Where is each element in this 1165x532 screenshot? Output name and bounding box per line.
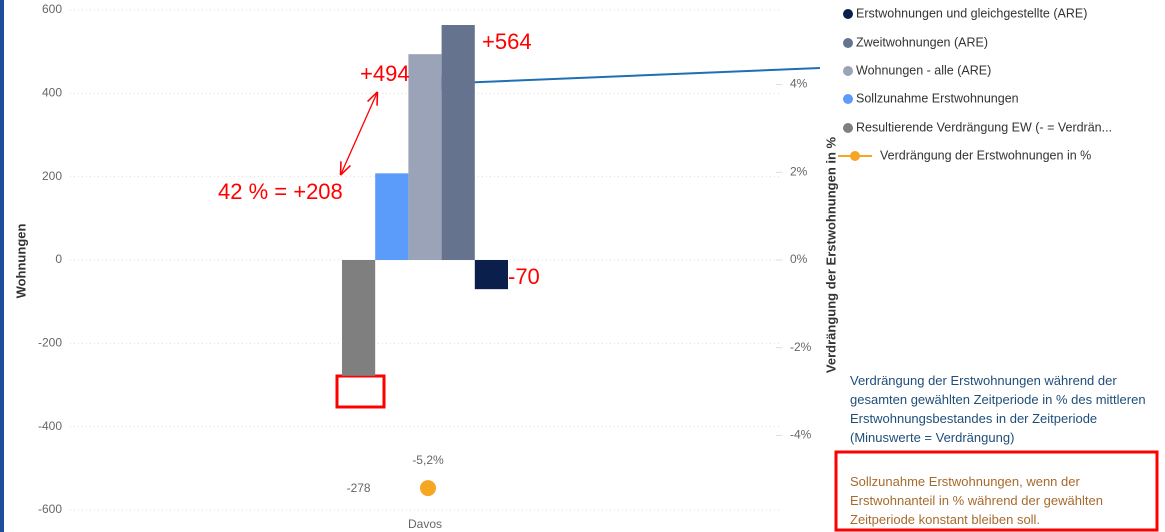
note: Verdrängung der Erstwohnungen während de… bbox=[850, 373, 1146, 445]
y2-tick-label: -4% bbox=[790, 428, 812, 442]
legend-label: Erstwohnungen und gleichgestellte (ARE) bbox=[856, 6, 1087, 20]
bar bbox=[375, 173, 409, 260]
legend-label: Wohnungen - alle (ARE) bbox=[856, 63, 991, 77]
bar bbox=[342, 260, 376, 376]
legend-marker bbox=[843, 94, 853, 104]
y-tick-label: 600 bbox=[42, 2, 62, 16]
blue-arrow bbox=[428, 67, 821, 94]
annotation: +564 bbox=[482, 29, 532, 54]
side-strip bbox=[0, 0, 4, 532]
bar bbox=[408, 54, 442, 260]
bar bbox=[474, 260, 508, 290]
y-tick-label: -400 bbox=[38, 419, 62, 433]
legend-label: Resultierende Verdrängung EW (- = Verdrä… bbox=[856, 120, 1112, 134]
note: Sollzunahme Erstwohnungen, wenn der Erst… bbox=[850, 474, 1103, 527]
y2-tick-label: 2% bbox=[790, 164, 808, 178]
annotation: -70 bbox=[508, 264, 540, 289]
highlight-box bbox=[335, 374, 386, 409]
legend-label: Sollzunahme Erstwohnungen bbox=[856, 91, 1019, 105]
x-tick-label: Davos bbox=[408, 517, 442, 531]
red-arrow bbox=[341, 93, 377, 174]
highlight-box bbox=[834, 450, 1159, 532]
y2-tick-label: -2% bbox=[790, 340, 812, 354]
y-tick-label: 0 bbox=[55, 252, 62, 266]
annotation: 42 % = +208 bbox=[218, 179, 343, 204]
y-tick-label: 200 bbox=[42, 169, 62, 183]
bar bbox=[441, 25, 475, 260]
y-tick-label: -600 bbox=[38, 502, 62, 516]
y2-axis-title: Verdrängung der Erstwohnungen in % bbox=[823, 136, 838, 373]
y-tick-label: 400 bbox=[42, 86, 62, 100]
legend-label: Verdrängung der Erstwohnungen in % bbox=[880, 148, 1091, 162]
legend-marker bbox=[850, 151, 860, 161]
legend-marker bbox=[843, 38, 853, 48]
y2-tick-label: 4% bbox=[790, 77, 808, 91]
y-tick-label: -200 bbox=[38, 336, 62, 350]
legend-marker bbox=[843, 9, 853, 19]
y-axis-title: Wohnungen bbox=[13, 224, 28, 299]
line-point bbox=[420, 480, 436, 497]
data-label: -5,2% bbox=[412, 453, 444, 467]
data-label: -278 bbox=[347, 481, 371, 495]
legend-marker bbox=[843, 123, 853, 133]
legend-label: Zweitwohnungen (ARE) bbox=[856, 35, 988, 49]
annotation: +494 bbox=[360, 61, 410, 86]
y2-tick-label: 0% bbox=[790, 252, 808, 266]
legend-marker bbox=[843, 66, 853, 76]
